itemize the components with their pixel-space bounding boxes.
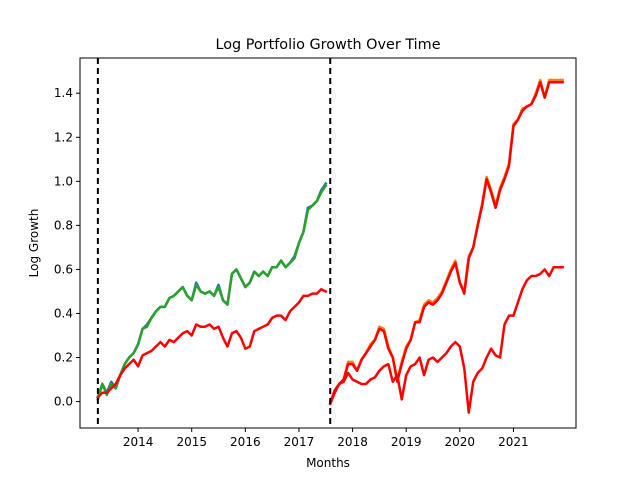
x-tick-label: 2014 bbox=[123, 435, 154, 449]
y-tick-label: 0.8 bbox=[54, 218, 73, 232]
y-tick-label: 0.0 bbox=[54, 395, 73, 409]
x-axis-label: Months bbox=[306, 456, 350, 470]
y-tick-label: 1.0 bbox=[54, 174, 73, 188]
series-line-1 bbox=[96, 181, 328, 399]
series-line-2 bbox=[96, 184, 328, 401]
x-tick-label: 2019 bbox=[391, 435, 422, 449]
x-tick-label: 2020 bbox=[445, 435, 476, 449]
series-line-3 bbox=[96, 288, 328, 399]
plot-frame bbox=[79, 57, 577, 429]
x-tick-label: 2018 bbox=[337, 435, 368, 449]
y-tick-label: 1.2 bbox=[54, 130, 73, 144]
x-tick-label: 2016 bbox=[230, 435, 261, 449]
y-tick-label: 1.4 bbox=[54, 86, 73, 100]
y-tick-label: 0.4 bbox=[54, 306, 73, 320]
series-line-6 bbox=[328, 80, 564, 406]
plot-area bbox=[96, 58, 564, 428]
series-line-5 bbox=[328, 265, 564, 414]
y-tick-label: 0.6 bbox=[54, 262, 73, 276]
chart-title: Log Portfolio Growth Over Time bbox=[215, 37, 440, 53]
x-tick-label: 2017 bbox=[284, 435, 315, 449]
x-tick-label: 2015 bbox=[176, 435, 207, 449]
y-tick-label: 0.2 bbox=[54, 351, 73, 365]
y-axis-label: Log Growth bbox=[27, 209, 41, 278]
x-tick-label: 2021 bbox=[498, 435, 529, 449]
